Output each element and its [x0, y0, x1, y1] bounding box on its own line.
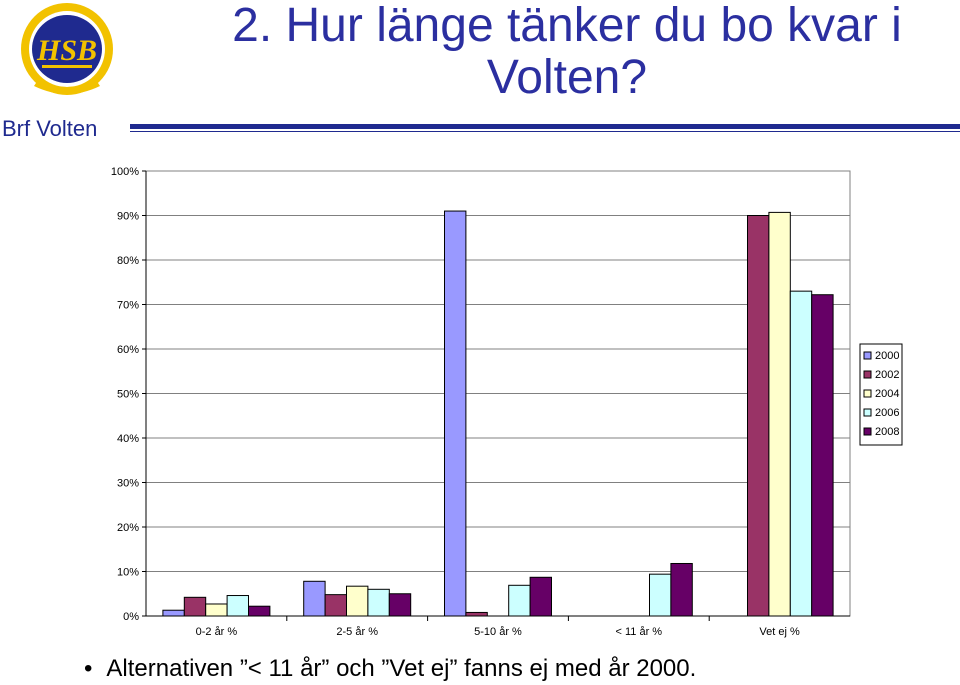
title-divider-thin: [130, 131, 960, 132]
y-tick-label: 10%: [117, 567, 139, 579]
footnote-text: Alternativen ”< 11 år” och ”Vet ej” fann…: [106, 655, 697, 682]
y-tick-label: 30%: [117, 478, 139, 490]
title-divider: [130, 124, 960, 129]
y-tick-label: 70%: [117, 300, 139, 312]
bar-2008: [529, 576, 552, 617]
legend-swatch: [863, 370, 872, 379]
y-tick-label: 60%: [117, 344, 139, 356]
legend-label: 2000: [875, 350, 899, 362]
bar-2006: [649, 573, 672, 617]
y-tick-label: 0%: [123, 611, 139, 623]
bar-2000: [444, 210, 467, 617]
bar-2004: [768, 211, 791, 617]
bar-2000: [162, 609, 185, 617]
y-tick-label: 90%: [117, 211, 139, 223]
bar-2008: [248, 605, 271, 617]
bar-2002: [183, 596, 207, 617]
slide-title: 2. Hur länge tänker du bo kvar i Volten?: [232, 0, 902, 104]
legend-swatch: [863, 408, 872, 417]
bar-2006: [367, 588, 390, 617]
legend-swatch: [863, 427, 872, 436]
x-tick-label: 2-5 år %: [336, 626, 378, 638]
bar-2006: [789, 290, 813, 617]
bar-2008: [811, 294, 834, 617]
y-tick-label: 50%: [117, 389, 139, 401]
y-tick-label: 80%: [117, 255, 139, 267]
bar-2002: [324, 594, 348, 617]
x-tick-label: Vet ej %: [759, 626, 800, 638]
x-tick-label: 5-10 år %: [474, 626, 522, 638]
org-name: Brf Volten: [2, 116, 98, 141]
legend-label: 2006: [875, 407, 899, 419]
bar-2000: [303, 580, 326, 617]
bar-2004: [205, 603, 228, 617]
bar-2008: [388, 593, 412, 617]
legend-swatch: [863, 389, 872, 398]
legend-swatch: [863, 351, 872, 360]
hsb-logo: HSB: [21, 3, 113, 95]
bullet-icon: •: [84, 655, 93, 682]
bar-2008: [670, 562, 693, 617]
bar-2004: [346, 585, 369, 617]
x-tick-label: < 11 år %: [616, 626, 663, 638]
logo-text: HSB: [36, 34, 97, 67]
bar-2006: [226, 595, 250, 617]
bar-2002: [465, 611, 488, 617]
footnote: • Alternativen ”< 11 år” och ”Vet ej” fan…: [84, 655, 696, 683]
x-tick-label: 0-2 år %: [196, 626, 238, 638]
y-tick-label: 20%: [117, 522, 139, 534]
legend-label: 2004: [875, 388, 899, 400]
y-tick-label: 100%: [111, 166, 139, 178]
legend-label: 2002: [875, 369, 899, 381]
legend-label: 2008: [875, 426, 899, 438]
y-tick-label: 40%: [117, 433, 139, 445]
bar-2002: [747, 215, 770, 617]
bar-2006: [508, 584, 531, 617]
